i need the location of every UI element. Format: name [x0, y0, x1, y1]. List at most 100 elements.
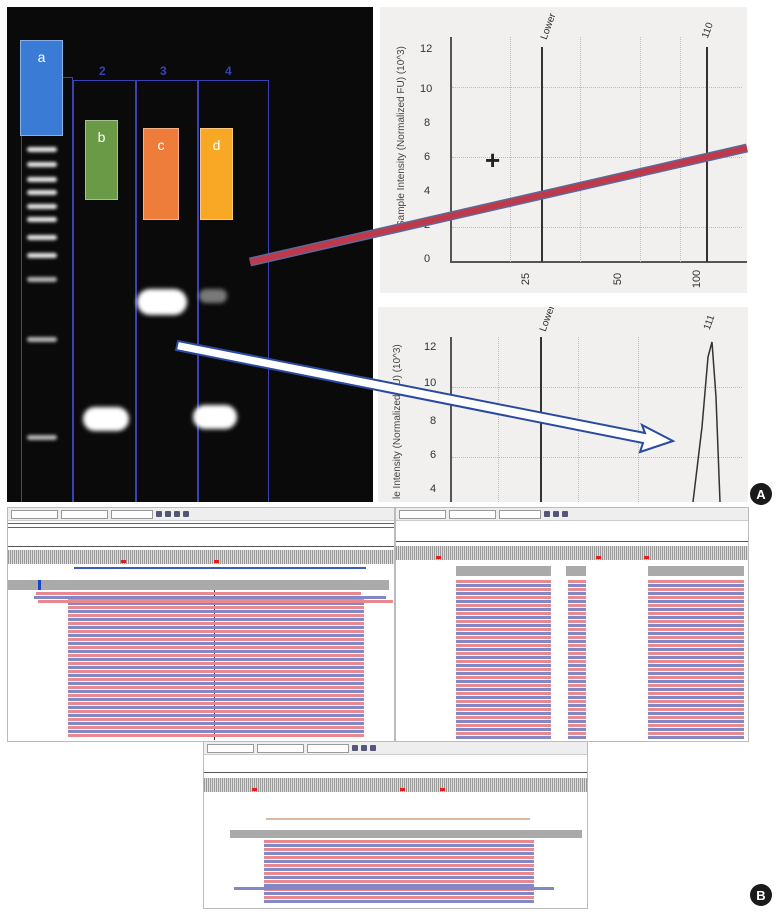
chromosome-dropdown[interactable] [61, 509, 108, 519]
read [456, 716, 551, 719]
read [68, 602, 364, 605]
read [456, 600, 551, 603]
read [68, 706, 364, 709]
chromosome-dropdown[interactable] [257, 743, 304, 753]
ladder-band [27, 162, 57, 167]
locus-input[interactable] [307, 743, 349, 753]
forward-icon[interactable] [370, 745, 376, 751]
y-tick: 12 [420, 43, 433, 55]
refresh-icon[interactable] [183, 511, 189, 517]
read [568, 620, 586, 623]
read [648, 588, 744, 591]
back-icon[interactable] [165, 511, 171, 517]
arrows-overlay [174, 143, 749, 454]
read [648, 604, 744, 607]
read [648, 720, 744, 723]
read [568, 708, 586, 711]
read [68, 726, 364, 729]
read [568, 732, 586, 735]
forward-icon[interactable] [174, 511, 180, 517]
read [568, 588, 586, 591]
back-icon[interactable] [361, 745, 367, 751]
read [648, 704, 744, 707]
read [568, 632, 586, 635]
read [68, 710, 364, 713]
read [68, 694, 364, 697]
locus-input[interactable] [499, 509, 541, 519]
read [568, 592, 586, 595]
forward-icon[interactable] [562, 511, 568, 517]
read [68, 654, 364, 657]
read [68, 622, 364, 625]
y-tick: 4 [424, 185, 431, 197]
genome-dropdown[interactable] [207, 743, 254, 753]
read [68, 682, 364, 685]
read [648, 712, 744, 715]
read [264, 896, 534, 899]
read [648, 628, 744, 631]
lane-3-band [137, 289, 187, 315]
read [456, 648, 551, 651]
read [568, 580, 586, 583]
read [68, 650, 364, 653]
read [264, 868, 534, 871]
read [34, 596, 386, 599]
read [648, 640, 744, 643]
read [264, 860, 534, 863]
read [568, 704, 586, 707]
read [456, 656, 551, 659]
read [568, 736, 586, 739]
read [264, 852, 534, 855]
read [568, 680, 586, 683]
read [264, 892, 534, 895]
read [648, 600, 744, 603]
read [648, 688, 744, 691]
read [68, 730, 364, 733]
ladder-band [27, 204, 57, 209]
gene-track [74, 567, 366, 569]
chromosome-dropdown[interactable] [449, 509, 496, 519]
lane-box-2 [73, 80, 137, 502]
y-tick: 8 [424, 117, 431, 129]
y-tick: 6 [424, 151, 431, 163]
reference-sequence [396, 546, 748, 560]
read [456, 728, 551, 731]
read [648, 632, 744, 635]
read [456, 720, 551, 723]
read [38, 600, 393, 603]
read [456, 692, 551, 695]
ladder-band [27, 277, 57, 282]
white-arrow [174, 339, 676, 454]
home-icon[interactable] [352, 745, 358, 751]
back-icon[interactable] [553, 511, 559, 517]
read [456, 620, 551, 623]
read [648, 664, 744, 667]
electropherogram-bottom: 12 10 8 6 4 le Intensity (Normalized FU)… [378, 307, 748, 502]
read [36, 592, 361, 595]
read [456, 700, 551, 703]
read [456, 704, 551, 707]
read [648, 684, 744, 687]
crosshair-icon: + [485, 145, 501, 175]
read [456, 612, 551, 615]
read [568, 604, 586, 607]
y-axis [450, 337, 452, 502]
read [68, 690, 364, 693]
home-icon[interactable] [156, 511, 162, 517]
read [68, 714, 364, 717]
read [568, 728, 586, 731]
read [568, 600, 586, 603]
read [68, 718, 364, 721]
home-icon[interactable] [544, 511, 550, 517]
genome-dropdown[interactable] [399, 509, 446, 519]
y-tick: 12 [424, 341, 437, 353]
read [456, 628, 551, 631]
genome-dropdown[interactable] [11, 509, 58, 519]
read [456, 688, 551, 691]
read [456, 708, 551, 711]
panel-label-b: B [750, 884, 772, 906]
locus-input[interactable] [111, 509, 153, 519]
read [456, 696, 551, 699]
read [648, 596, 744, 599]
read [568, 648, 586, 651]
